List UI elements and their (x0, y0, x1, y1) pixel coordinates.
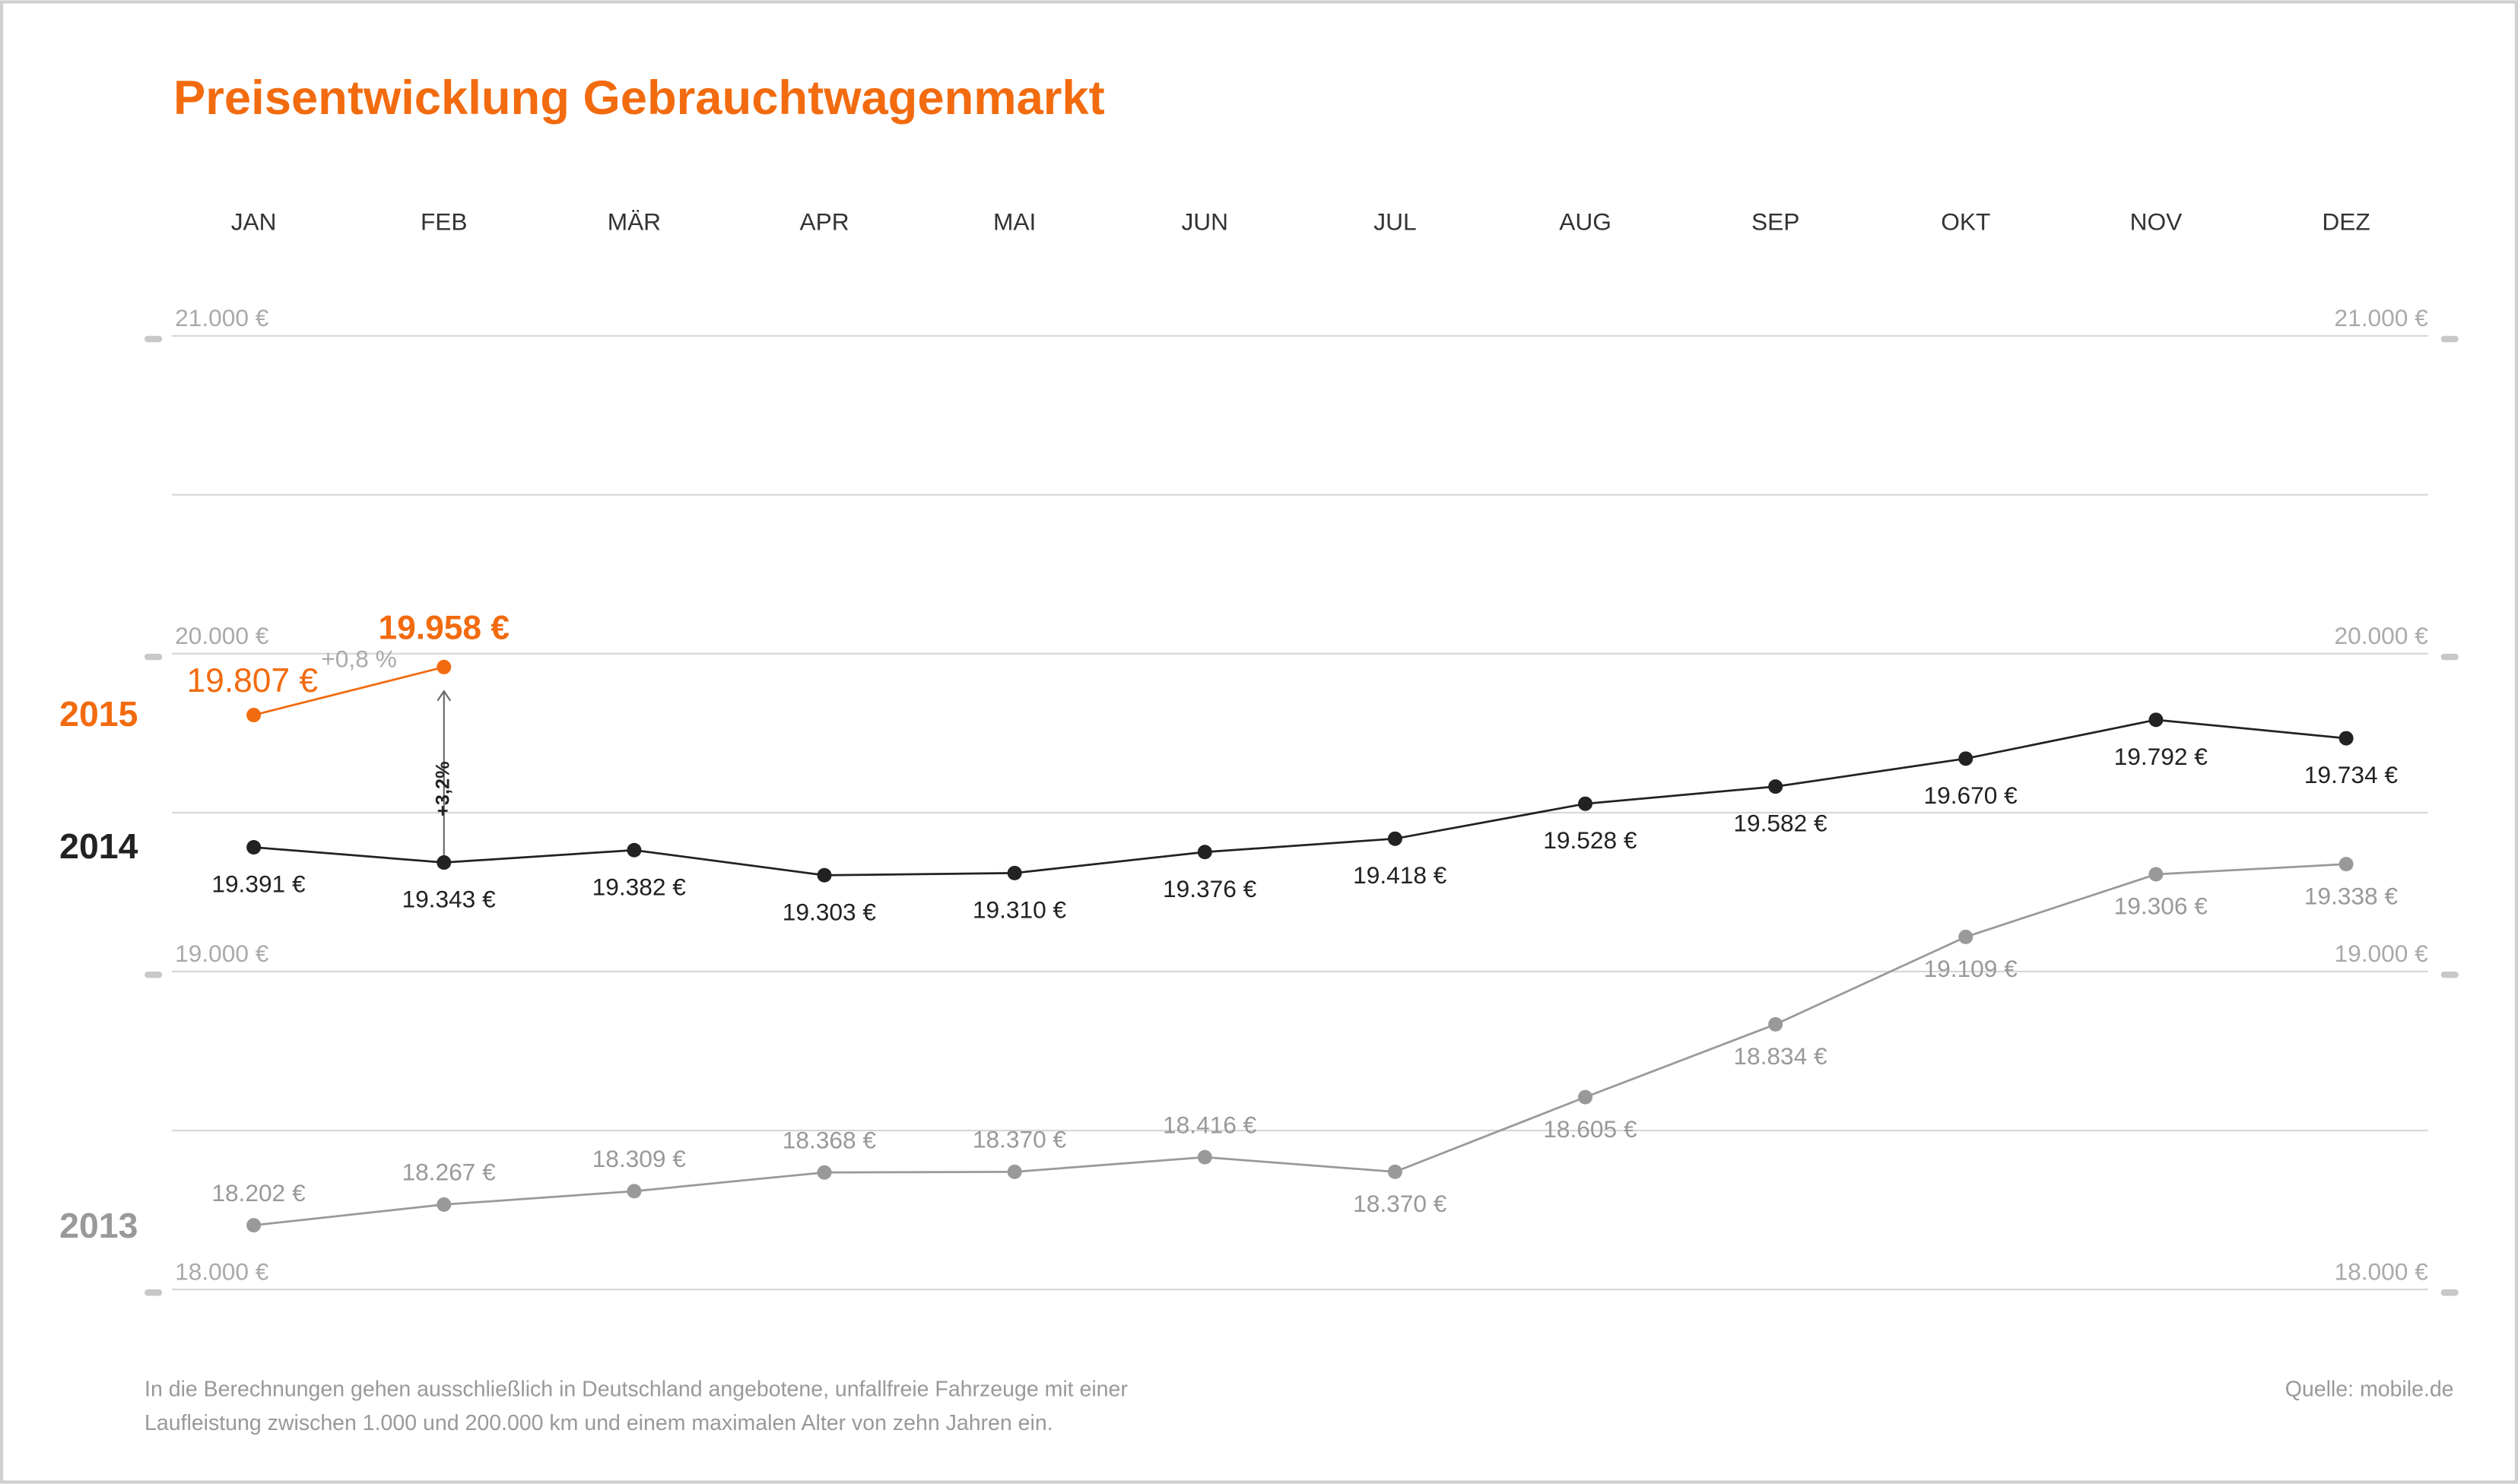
data-point (2148, 867, 2164, 882)
data-point (2148, 712, 2164, 728)
value-label: 18.202 € (211, 1179, 306, 1207)
data-point (246, 839, 262, 855)
annotation-arrow-head (437, 690, 452, 702)
series-line (253, 718, 2347, 877)
x-tick-label: MÄR (608, 208, 661, 235)
data-point (1578, 1089, 1593, 1105)
y-tick-label: 20.000 € (175, 622, 269, 649)
value-label: 19.382 € (592, 873, 687, 900)
legend-label: 2013 (59, 1206, 138, 1245)
value-label: 18.368 € (783, 1126, 877, 1153)
x-tick-label: JUL (1373, 208, 1416, 235)
value-label: 18.416 € (1163, 1111, 1257, 1138)
data-point (817, 1165, 832, 1180)
data-point (246, 708, 262, 723)
data-point (1958, 751, 1973, 766)
x-tick-label: SEP (1751, 208, 1799, 235)
data-point (1197, 845, 1212, 860)
data-point (2339, 731, 2354, 746)
data-point (1387, 1164, 1402, 1179)
data-point (1007, 865, 1022, 880)
x-tick-label: MAI (993, 208, 1036, 235)
data-point (246, 1218, 262, 1233)
data-point (1578, 796, 1593, 811)
y-tick-label: 21.000 € (2335, 304, 2429, 331)
value-label: 19.792 € (2114, 743, 2208, 770)
value-label: 19.734 € (2304, 761, 2399, 788)
value-label: 18.605 € (1543, 1115, 1637, 1143)
x-tick-label: JAN (231, 208, 277, 235)
value-label: 19.528 € (1543, 826, 1637, 854)
value-label: 19.582 € (1733, 810, 1827, 837)
value-label: 19.343 € (402, 886, 496, 913)
y-tick-label: 19.000 € (2335, 940, 2429, 967)
value-label: 18.309 € (592, 1145, 687, 1172)
value-label: 19.958 € (378, 610, 510, 647)
data-point (1387, 831, 1402, 846)
chart-title: Preisentwicklung Gebrauchtwagenmarkt (173, 71, 1105, 125)
x-tick-label: OKT (1941, 208, 1990, 235)
data-point (1197, 1149, 1212, 1165)
annotation: +0,8 % (321, 645, 396, 672)
data-point (437, 659, 452, 674)
data-point (1768, 779, 1783, 794)
value-label: 18.834 € (1733, 1042, 1827, 1070)
x-tick-label: AUG (1559, 208, 1611, 235)
data-point (627, 842, 642, 858)
value-label: 19.109 € (1924, 955, 2018, 982)
legend-label: 2015 (59, 694, 138, 734)
data-point (1958, 929, 1973, 944)
footnote: Laufleistung zwischen 1.000 und 200.000 … (144, 1411, 1053, 1435)
series-line (253, 666, 445, 716)
data-point (817, 867, 832, 883)
y-tick-label: 18.000 € (175, 1257, 269, 1285)
source: Quelle: mobile.de (2285, 1378, 2454, 1402)
data-point (437, 1197, 452, 1212)
value-label: 19.391 € (211, 870, 306, 898)
data-point (2339, 857, 2354, 872)
value-label: 19.303 € (783, 898, 877, 925)
data-point (627, 1184, 642, 1199)
y-tick-label: 18.000 € (2335, 1257, 2429, 1285)
y-tick-label: 21.000 € (175, 304, 269, 331)
value-label: 19.306 € (2114, 893, 2208, 920)
value-label: 18.267 € (402, 1159, 496, 1186)
data-point (1007, 1164, 1022, 1179)
value-label: 19.418 € (1353, 861, 1447, 889)
legend-label: 2014 (59, 826, 138, 866)
data-point (437, 855, 452, 870)
value-label: 19.376 € (1163, 875, 1257, 902)
value-label: 19.670 € (1924, 782, 2018, 809)
y-tick-label: 19.000 € (175, 940, 269, 967)
x-tick-label: DEZ (2322, 208, 2370, 235)
value-label: 19.807 € (187, 662, 319, 699)
x-tick-label: JUN (1181, 208, 1228, 235)
value-label: 18.370 € (973, 1126, 1067, 1153)
x-tick-label: FEB (421, 208, 468, 235)
x-tick-label: APR (799, 208, 849, 235)
annotation: +3,2% (432, 761, 453, 817)
footnote: In die Berechnungen gehen ausschließlich… (144, 1378, 1128, 1402)
value-label: 18.370 € (1353, 1190, 1447, 1217)
value-label: 19.338 € (2304, 882, 2399, 909)
x-tick-label: NOV (2130, 208, 2183, 235)
value-label: 19.310 € (973, 896, 1067, 923)
data-point (1768, 1016, 1783, 1032)
y-tick-label: 20.000 € (2335, 622, 2429, 649)
series-line (253, 863, 2347, 1226)
